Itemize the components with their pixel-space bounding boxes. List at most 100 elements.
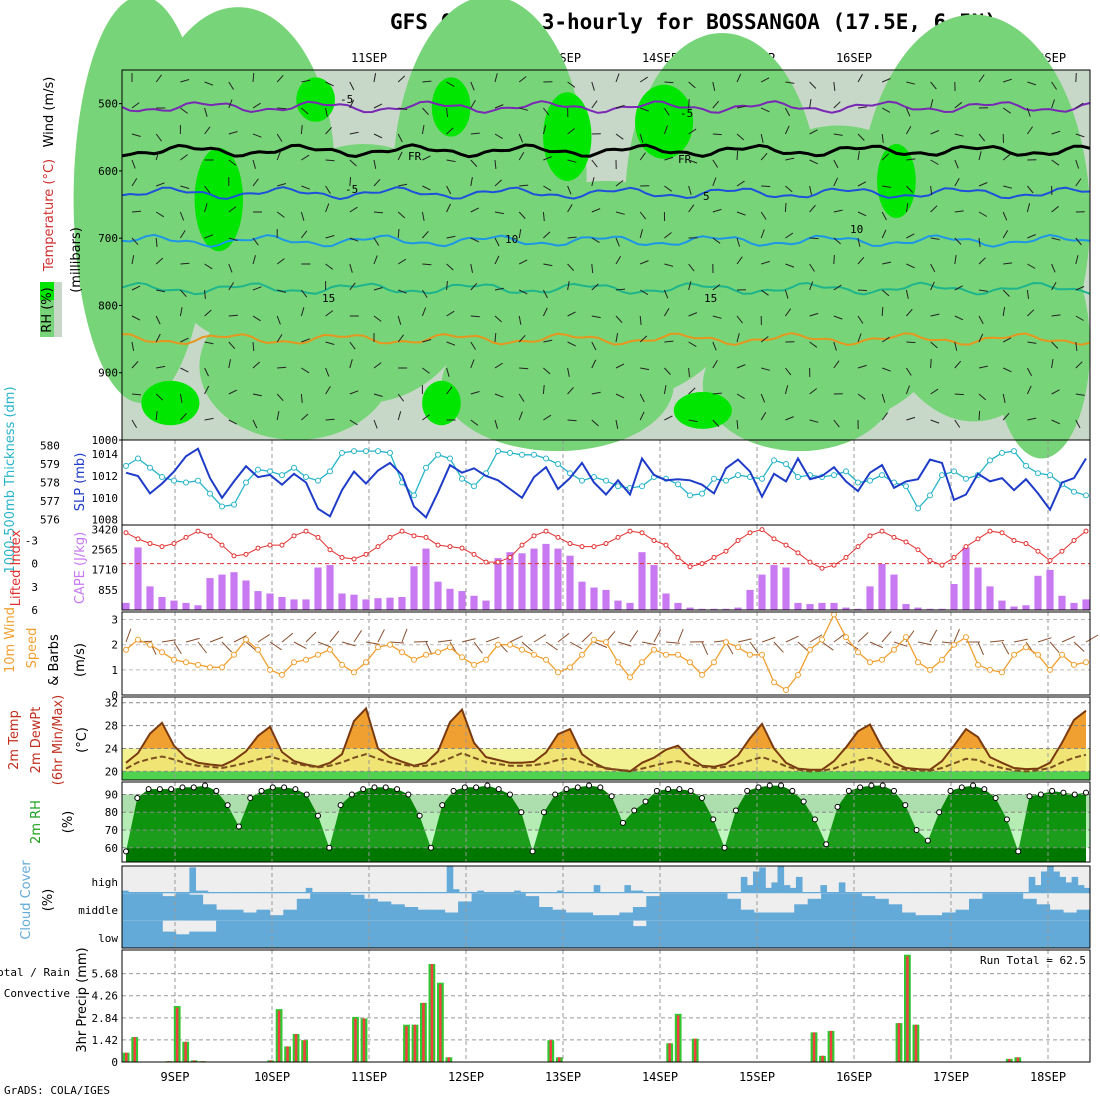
precip-tick: 1.42 <box>92 1034 119 1047</box>
cloud-cover-bar <box>135 893 150 921</box>
cloud-cover-bar <box>379 892 386 894</box>
rh2m-unit-label: (%) <box>61 811 76 834</box>
rh2m-point <box>416 812 423 819</box>
li-tick: 0 <box>31 558 38 571</box>
wind10-barb <box>425 641 433 655</box>
wind-barb <box>349 176 352 187</box>
wind10-barb <box>737 638 752 643</box>
li-point <box>399 528 405 534</box>
wind-barb <box>591 177 595 187</box>
wind-barb <box>761 367 771 371</box>
wind-barb <box>809 129 818 135</box>
wind10-tick: 3 <box>111 614 118 627</box>
wind10-speed-point <box>411 656 417 663</box>
cloud-cover-bar <box>771 882 778 894</box>
wind-barb <box>978 74 985 83</box>
wind-barb <box>881 393 886 403</box>
wind-barb <box>518 334 526 343</box>
wind-barb <box>567 281 570 291</box>
cloud-cover-bar <box>525 920 540 948</box>
wind-barb <box>180 413 187 421</box>
cloud-cover-bar <box>930 892 938 894</box>
temp-unit-label: (°C) <box>75 727 90 753</box>
li-line <box>125 529 1087 569</box>
wind-barb <box>131 361 139 369</box>
wind-barb <box>809 185 812 195</box>
wind-barb <box>615 419 619 429</box>
cape-bar <box>350 594 358 610</box>
cloud-cover-bar <box>390 920 405 948</box>
cloud-cover-bar <box>759 867 766 894</box>
wind10-speed-point <box>915 659 921 666</box>
wind-barb <box>1051 281 1057 291</box>
wind-barb <box>1027 185 1034 194</box>
cloud-cover-bar <box>915 915 930 921</box>
thickness-point <box>207 490 213 497</box>
rh-high-region <box>635 84 694 159</box>
wind-barb <box>664 263 674 267</box>
rh2m-point <box>586 782 593 789</box>
thickness-point <box>567 470 573 477</box>
cloud-cover-bar <box>888 920 903 948</box>
cloud-cover-bar <box>579 912 593 921</box>
cloud-cover-bar <box>942 912 956 921</box>
cloud-cover-bar <box>893 892 901 894</box>
wind10-barb <box>1013 638 1028 643</box>
wind-barb <box>131 315 141 321</box>
wind-barb <box>954 315 964 321</box>
wind-barb <box>857 151 860 161</box>
wind-barb <box>591 283 599 291</box>
wind-barb <box>664 185 672 192</box>
wind-barb <box>155 211 165 218</box>
wind-barb <box>421 211 425 221</box>
wind-barb <box>712 341 717 351</box>
cape-bar <box>566 555 574 610</box>
wind-barb <box>518 259 528 265</box>
wind-barb <box>591 315 601 319</box>
rh2m-point <box>213 787 220 794</box>
wind10-barb <box>1037 637 1052 643</box>
li-point <box>951 554 957 560</box>
cloud-cover-bar <box>122 890 129 894</box>
wind-barb <box>325 107 328 117</box>
cloud-cover-bar <box>961 892 968 894</box>
wind10-speed-point <box>831 611 837 618</box>
thickness-point <box>867 477 873 484</box>
wind-barb <box>300 124 303 135</box>
cloud-cover-bar <box>1022 892 1030 894</box>
wind-barb <box>736 256 743 265</box>
wind-barb <box>228 359 231 369</box>
wind-barb <box>1051 359 1054 369</box>
cape-bar <box>914 607 922 610</box>
wind-barb <box>857 289 868 292</box>
cloud-cover-bar <box>514 890 521 894</box>
rh2m-point <box>168 786 175 793</box>
isotherm-line <box>121 100 1091 114</box>
date-label-bottom: 15SEP <box>739 1070 775 1084</box>
wind-barb <box>736 73 742 83</box>
wind-barb <box>252 133 262 138</box>
wind10-barb <box>353 630 363 643</box>
wind-barb <box>131 341 135 351</box>
temp-tick: 32 <box>105 697 118 710</box>
wind-barb <box>1051 419 1061 425</box>
thickness-point <box>123 462 129 469</box>
wind-barb <box>567 419 577 422</box>
wind-barb <box>760 289 769 296</box>
rh2m-point <box>902 802 909 809</box>
cloud-cover-bar <box>434 892 442 894</box>
wind-barb <box>640 367 650 371</box>
wind-barb <box>518 76 527 83</box>
rh-high-region <box>296 77 335 122</box>
cloud-cover-bar <box>557 890 564 894</box>
wind10-speed-point <box>171 656 177 663</box>
rh-high-region <box>877 144 916 218</box>
cloud-cover-bar <box>162 931 177 948</box>
wind-barb <box>325 367 330 377</box>
wind-barb <box>712 133 722 136</box>
cloud-cover-bar <box>232 892 239 894</box>
wind-barb <box>276 211 285 218</box>
rh2m-point <box>484 782 491 789</box>
cloud-cover-bar <box>807 898 822 921</box>
wind-barb <box>543 263 553 267</box>
